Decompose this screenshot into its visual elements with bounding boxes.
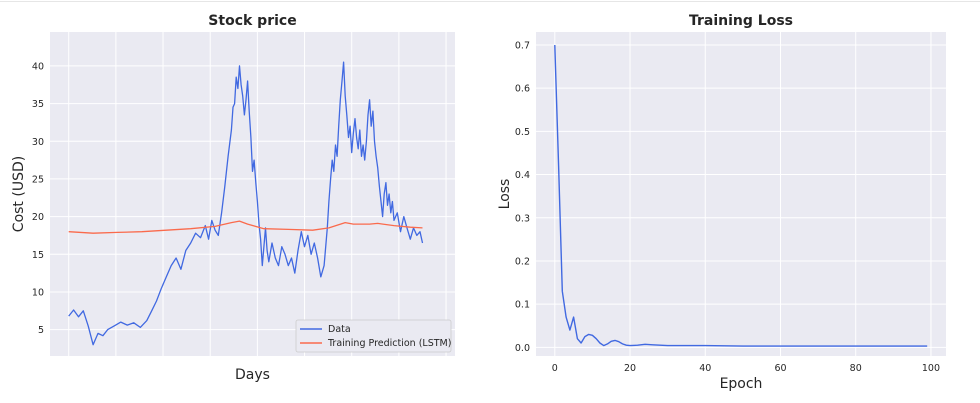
loss-x-tick-label: 0: [552, 363, 558, 374]
loss-y-axis-label: Loss: [497, 179, 513, 210]
loss-y-tick-label: 0.6: [515, 84, 530, 95]
loss-y-tick-label: 0.1: [515, 300, 530, 311]
stock-y-tick-label: 35: [32, 99, 44, 110]
loss-chart-title: Training Loss: [689, 13, 793, 29]
loss-x-tick-label: 60: [774, 363, 786, 374]
legend-data-label: Data: [328, 324, 351, 335]
stock-y-tick-label: 10: [32, 287, 44, 298]
stock-y-axis-label: Cost (USD): [11, 156, 27, 232]
stock-plot-area: [50, 32, 455, 356]
loss-y-tick-label: 0.5: [515, 127, 530, 138]
legend-prediction-label: Training Prediction (LSTM): [327, 338, 451, 349]
loss-y-tick-label: 0.7: [515, 40, 530, 51]
stock-y-tick-label: 5: [38, 325, 44, 336]
loss-x-tick-label: 20: [624, 363, 636, 374]
stock-y-tick-label: 25: [32, 174, 44, 185]
stock-legend: Data Training Prediction (LSTM): [295, 319, 452, 353]
loss-series: [554, 44, 928, 347]
loss-y-tick-label: 0.0: [515, 343, 530, 354]
loss-x-tick-label: 80: [850, 363, 862, 374]
stock-y-ticks: 5 10 15 20 25 30 35 40: [32, 61, 44, 336]
stock-data-line: [68, 61, 424, 346]
loss-x-ticks: 0 20 40 60 80 100: [552, 363, 940, 374]
loss-grid: [536, 32, 946, 356]
stock-y-tick-label: 40: [32, 61, 44, 72]
stock-chart-title: Stock price: [208, 13, 296, 29]
loss-x-axis-label: Epoch: [720, 376, 763, 392]
loss-y-tick-label: 0.2: [515, 256, 530, 267]
training-loss-chart: 0 20 40 60 80 100 0.0 0.1 0.2 0.3 0.4 0.5 0.6 0.7 Tr…: [497, 13, 946, 392]
loss-x-tick-label: 100: [922, 363, 940, 374]
stock-x-axis-label: Days: [235, 367, 270, 383]
stock-y-tick-label: 20: [32, 212, 44, 223]
loss-plot-area: [536, 32, 946, 356]
loss-y-tick-label: 0.3: [515, 213, 530, 224]
stock-series: [68, 61, 424, 346]
loss-x-tick-label: 40: [699, 363, 711, 374]
legend-box: [295, 319, 452, 353]
stock-price-chart: 5 10 15 20 25 30 35 40 Stock price Days Cost (U…: [11, 13, 455, 383]
stock-prediction-line: [68, 220, 423, 234]
loss-y-tick-label: 0.4: [515, 170, 530, 181]
loss-y-ticks: 0.0 0.1 0.2 0.3 0.4 0.5 0.6 0.7: [515, 40, 530, 353]
stock-y-tick-label: 30: [32, 137, 44, 148]
stock-y-tick-label: 15: [32, 250, 44, 261]
loss-line: [554, 44, 928, 347]
